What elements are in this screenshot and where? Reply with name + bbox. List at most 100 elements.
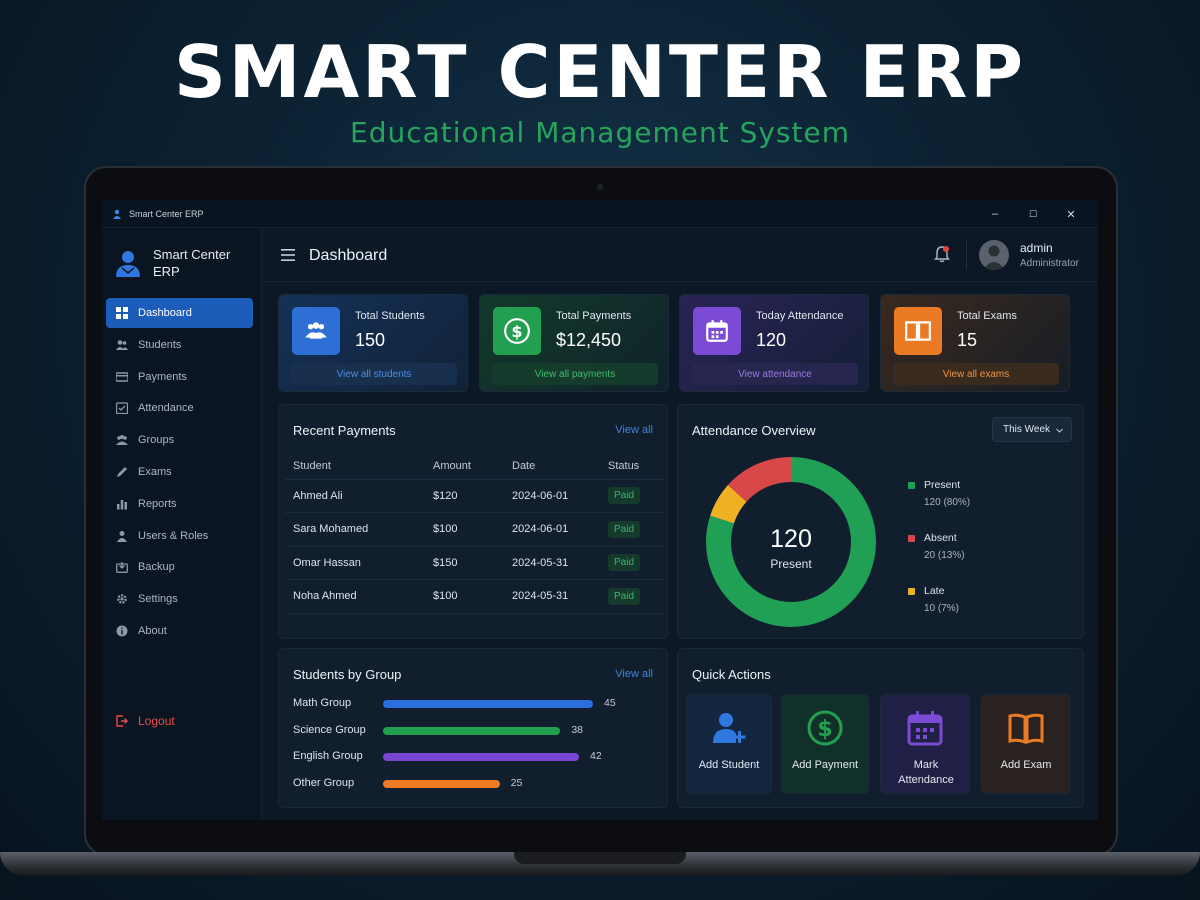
sidebar-nav: Dashboard Students Payments Attendance G… — [106, 298, 253, 648]
user-avatar-icon — [983, 245, 1005, 270]
stat-icon-box — [693, 307, 741, 355]
avatar[interactable] — [979, 240, 1009, 270]
add-payment-button[interactable]: $ Add Payment — [781, 694, 869, 794]
app-user-icon — [113, 209, 121, 219]
table-row[interactable]: Noha Ahmed $100 2024-05-31 Paid — [285, 579, 665, 614]
hero-title: SMART CENTER ERP — [173, 30, 1027, 114]
sidebar-item-label: Exams — [138, 465, 172, 478]
add-user-icon — [713, 713, 746, 743]
group-bar — [383, 753, 579, 762]
stat-icon-box — [894, 307, 942, 355]
add-student-button[interactable]: Add Student — [686, 694, 772, 794]
status-badge: Paid — [608, 554, 641, 572]
view-all-payments-link[interactable]: View all payments — [492, 363, 658, 385]
legend-swatch — [908, 482, 915, 489]
cell-amount: $150 — [425, 546, 504, 580]
view-all-students-link[interactable]: View all students — [291, 363, 457, 385]
user-role: Administrator — [1020, 258, 1079, 269]
sidebar-item-label: Reports — [138, 497, 177, 510]
group-count: 45 — [604, 697, 616, 709]
brand-name: Smart Center ERP — [153, 247, 231, 279]
hero-subtitle: Educational Management System — [350, 116, 850, 149]
sidebar-item-students[interactable]: Students — [106, 330, 253, 360]
stat-value: 120 — [756, 330, 787, 350]
sidebar-item-attendance[interactable]: Attendance — [106, 393, 253, 423]
minimize-button[interactable]: – — [991, 208, 999, 220]
sidebar-item-users-roles[interactable]: Users & Roles — [106, 521, 253, 551]
panel-title: Attendance Overview — [692, 423, 816, 438]
legend-swatch — [908, 588, 915, 595]
exams-icon — [117, 466, 127, 477]
menu-icon[interactable] — [281, 249, 295, 261]
students-icon — [305, 322, 327, 339]
sidebar-item-label: Students — [138, 338, 182, 351]
cell-date: 2024-06-01 — [504, 512, 600, 547]
window-titlebar: Smart Center ERP – ☐ ✕ — [102, 200, 1098, 228]
sidebar-item-dashboard[interactable]: Dashboard — [106, 298, 253, 328]
sidebar-item-label: Attendance — [138, 402, 194, 415]
svg-text:$: $ — [817, 717, 832, 742]
sidebar-item-reports[interactable]: Reports — [106, 489, 253, 519]
group-count: 38 — [571, 723, 584, 736]
mark-attendance-button[interactable]: Mark Attendance — [880, 694, 970, 794]
quick-action-label: Mark Attendance — [898, 759, 954, 786]
legend-name: Present — [924, 479, 961, 491]
sidebar-item-payments[interactable]: Payments — [106, 362, 253, 392]
user-name: admin — [1020, 241, 1053, 255]
period-select[interactable]: This Week — [992, 417, 1072, 442]
donut-segment-absent — [706, 457, 876, 627]
sidebar-item-groups[interactable]: Groups — [106, 425, 253, 455]
sidebar-item-about[interactable]: About — [106, 616, 253, 646]
group-row: English Group 42 — [293, 750, 663, 764]
status-badge: Paid — [608, 487, 641, 505]
table-row[interactable]: Omar Hassan $150 2024-05-31 Paid — [285, 546, 665, 580]
cell-student: Omar Hassan — [285, 546, 425, 580]
view-all-exams-link[interactable]: View all exams — [893, 363, 1059, 385]
legend-name: Late — [924, 585, 945, 597]
cell-student: Noha Ahmed — [285, 579, 425, 614]
app-window: Smart Center ERP – ☐ ✕ Smart Center ERP … — [102, 200, 1098, 820]
groups-icon — [116, 435, 128, 446]
sidebar-item-exams[interactable]: Exams — [106, 457, 253, 487]
panel-title: Students by Group — [293, 667, 402, 682]
table-row[interactable]: Ahmed Ali $120 2024-06-01 Paid — [285, 479, 665, 513]
payments-icon — [116, 371, 128, 382]
sidebar: Smart Center ERP Dashboard Students Paym… — [102, 228, 262, 820]
groups-view-all-link[interactable]: View all — [615, 668, 653, 680]
group-bar — [383, 779, 500, 788]
notification-dot — [943, 246, 949, 252]
add-exam-button[interactable]: Add Exam — [981, 694, 1071, 794]
sidebar-item-label: Settings — [138, 593, 178, 606]
sidebar-item-settings[interactable]: Settings — [106, 584, 253, 614]
close-button[interactable]: ✕ — [1066, 208, 1076, 221]
sidebar-item-label: Payments — [138, 370, 187, 383]
stat-value: $12,450 — [556, 330, 622, 350]
group-row: Science Group 38 — [293, 724, 663, 738]
maximize-button[interactable]: ☐ — [1028, 208, 1038, 219]
laptop-notch — [514, 852, 686, 864]
payments-view-all-link[interactable]: View all — [615, 424, 653, 436]
view-attendance-link[interactable]: View attendance — [692, 363, 858, 385]
quick-action-label: Add Payment — [791, 759, 859, 771]
dollar-circle-icon: $ — [504, 318, 530, 344]
logout-button[interactable]: Logout — [116, 714, 175, 728]
group-name: English Group — [293, 750, 363, 763]
group-name: Math Group — [293, 697, 352, 709]
stat-card-exams: Total Exams 15 View all exams — [880, 294, 1070, 392]
attendance-overview-panel: Attendance Overview This Week 120 Presen… — [677, 404, 1084, 639]
stat-value: 15 — [957, 330, 978, 350]
cell-student: Ahmed Ali — [285, 479, 425, 513]
page-title: Dashboard — [309, 247, 388, 264]
column-header: Status — [600, 453, 665, 480]
table-row[interactable]: Sara Mohamed $100 2024-06-01 Paid — [285, 512, 665, 547]
users-roles-icon — [117, 530, 127, 542]
period-select-value: This Week — [1003, 424, 1051, 435]
sidebar-item-backup[interactable]: Backup — [106, 552, 253, 582]
stat-icon-box: $ — [493, 307, 541, 355]
chevron-down-icon — [1056, 428, 1063, 433]
group-count: 42 — [590, 750, 602, 763]
cell-status: Paid — [600, 579, 665, 614]
legend-value: 20 (13%) — [924, 550, 965, 561]
group-bar — [383, 700, 593, 708]
panel-title: Quick Actions — [692, 667, 771, 682]
